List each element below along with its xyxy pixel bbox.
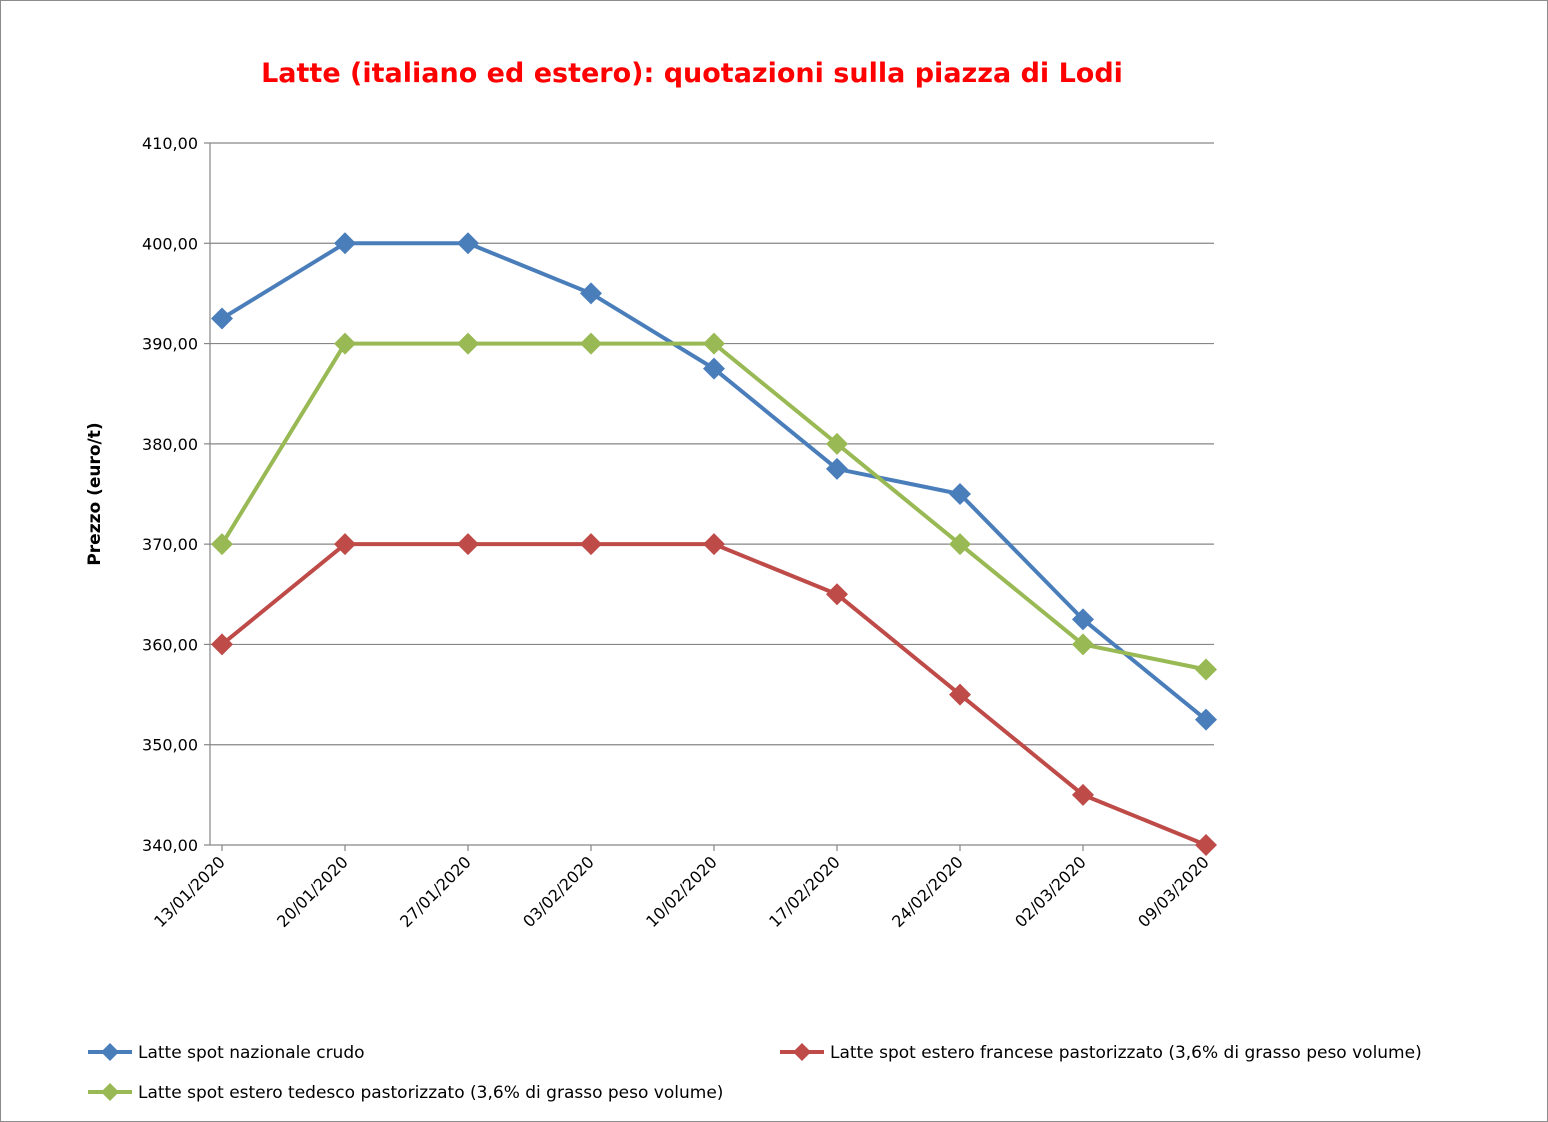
- y-tick-label: 340,00: [142, 836, 198, 855]
- data-point-marker: [1195, 834, 1217, 856]
- y-tick-label: 350,00: [142, 736, 198, 755]
- data-point-marker: [703, 357, 725, 380]
- legend-item: Latte spot estero francese pastorizzato …: [780, 1043, 1422, 1063]
- y-tick-label: 370,00: [142, 535, 198, 554]
- x-tick-label: 17/02/2020: [765, 852, 844, 931]
- x-tick-label: 09/03/2020: [1134, 852, 1213, 931]
- legend-marker: [101, 1043, 119, 1061]
- series: [211, 332, 1217, 681]
- data-point-marker: [457, 332, 479, 355]
- legend-item: Latte spot estero tedesco pastorizzato (…: [88, 1083, 723, 1103]
- data-point-marker: [211, 633, 233, 656]
- data-point-marker: [949, 683, 971, 706]
- data-point-marker: [1072, 783, 1094, 806]
- series-line: [220, 241, 1208, 722]
- data-point-marker: [826, 432, 848, 455]
- data-point-marker: [457, 533, 479, 556]
- data-point-marker: [211, 533, 233, 556]
- y-tick-label: 390,00: [142, 335, 198, 354]
- data-point-marker: [949, 483, 971, 505]
- y-axis-label: Prezzo (euro/t): [85, 422, 105, 565]
- x-tick-label: 20/01/2020: [273, 852, 352, 931]
- y-tick-label: 380,00: [142, 435, 198, 454]
- data-point-marker: [334, 332, 356, 355]
- axes: [209, 143, 1214, 846]
- legend-label: Latte spot estero francese pastorizzato …: [830, 1043, 1422, 1063]
- x-tick-label: 10/02/2020: [642, 852, 721, 931]
- data-point-marker: [580, 332, 602, 355]
- x-tick-label: 24/02/2020: [888, 852, 967, 931]
- data-point-marker: [334, 533, 356, 556]
- x-tick-label: 03/02/2020: [519, 852, 598, 931]
- y-tick-label: 410,00: [142, 134, 198, 153]
- legend-marker: [101, 1083, 119, 1101]
- y-tick-label: 400,00: [142, 234, 198, 253]
- legend-marker: [793, 1043, 811, 1061]
- series-group: [211, 232, 1217, 856]
- series: [211, 232, 1217, 731]
- data-point-marker: [457, 232, 479, 255]
- series-line: [220, 542, 1207, 847]
- data-point-marker: [949, 533, 971, 556]
- y-axis-ticks: 340,00 350,00 360,00 370,00 380,00 390,00 400,…: [142, 134, 210, 855]
- data-point-marker: [826, 457, 848, 480]
- data-point-marker: [826, 583, 848, 606]
- data-point-marker: [211, 307, 233, 330]
- data-point-marker: [1072, 633, 1094, 656]
- data-point-marker: [703, 533, 725, 556]
- x-axis-ticks: 13/01/2020 20/01/2020 27/01/2020 03/02/2020…: [150, 845, 1213, 931]
- x-tick-label: 27/01/2020: [396, 852, 475, 931]
- data-point-marker: [334, 232, 356, 255]
- legend-item: Latte spot nazionale crudo: [88, 1043, 365, 1063]
- series-line: [220, 341, 1207, 672]
- x-tick-label: 13/01/2020: [150, 852, 229, 931]
- legend-label: Latte spot estero tedesco pastorizzato (…: [138, 1083, 723, 1103]
- data-point-marker: [703, 332, 725, 355]
- data-point-marker: [1195, 708, 1217, 731]
- gridlines: [210, 142, 1214, 746]
- legend-label: Latte spot nazionale crudo: [138, 1043, 365, 1063]
- data-point-marker: [1195, 658, 1217, 681]
- legend: Latte spot nazionale crudo Latte spot est…: [88, 1043, 1422, 1103]
- data-point-marker: [580, 533, 602, 556]
- y-tick-label: 360,00: [142, 635, 198, 654]
- data-point-marker: [1072, 608, 1094, 631]
- x-tick-label: 02/03/2020: [1011, 852, 1090, 931]
- series: [211, 533, 1217, 856]
- chart-title: Latte (italiano ed estero): quotazioni s…: [261, 58, 1123, 89]
- data-point-marker: [580, 282, 602, 305]
